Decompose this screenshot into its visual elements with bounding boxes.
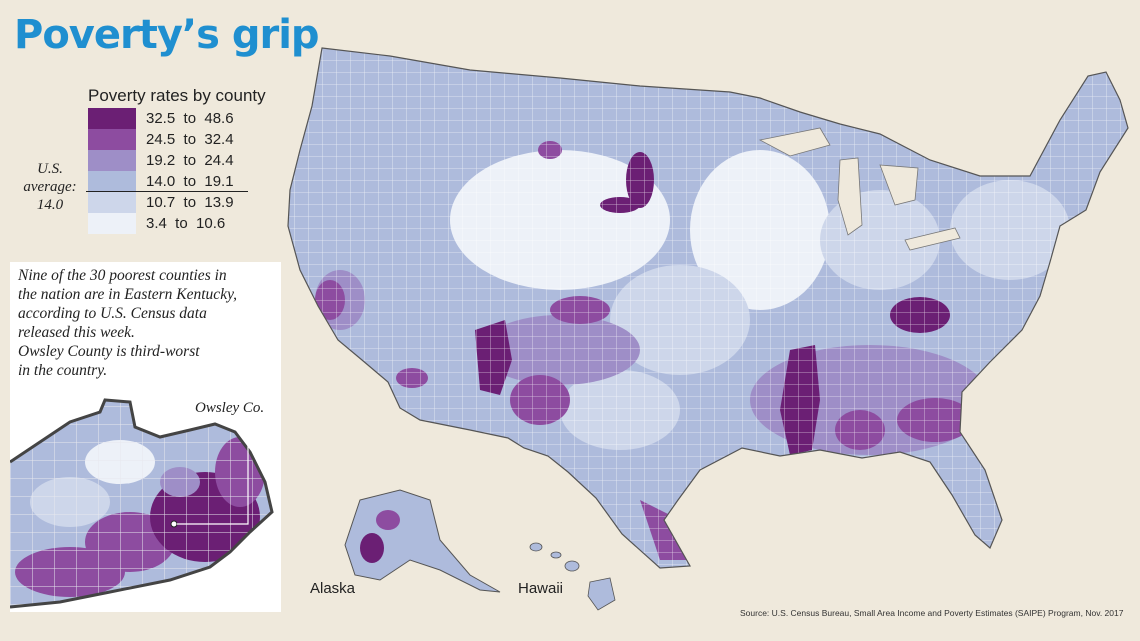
legend-label: 3.4 to 10.6 — [146, 215, 226, 232]
legend-label: 14.0 to 19.1 — [146, 173, 234, 190]
source-note: Source: U.S. Census Bureau, Small Area I… — [740, 608, 1124, 618]
inset-caption: Nine of the 30 poorest counties in the n… — [18, 266, 280, 380]
high-poverty-region — [360, 533, 384, 563]
legend: 32.5 to 48.6 24.5 to 32.4 19.2 to 24.4 1… — [88, 108, 234, 234]
map-title: Poverty’s grip — [14, 12, 320, 58]
legend-swatch — [88, 129, 136, 150]
inset-caption-line: the nation are in Eastern Kentucky, — [18, 286, 237, 303]
legend-row: 10.7 to 13.9 — [88, 192, 234, 213]
legend-swatch — [88, 150, 136, 171]
lake-erie — [904, 227, 961, 251]
legend-label: 19.2 to 24.4 — [146, 152, 234, 169]
legend-swatch — [88, 213, 136, 234]
inset-caption-line: released this week. — [18, 324, 135, 341]
legend-label: 10.7 to 13.9 — [146, 194, 234, 211]
inset-caption-line: in the country. — [18, 362, 108, 379]
owsley-leader-line — [177, 424, 249, 525]
lake-huron — [879, 164, 919, 206]
owsley-county-marker — [170, 520, 178, 528]
inset-caption-line: Owsley County is third-worst — [18, 343, 200, 360]
us-average-value: 14.0 — [36, 197, 64, 213]
us-outline — [287, 47, 1129, 569]
lake-michigan — [837, 157, 863, 236]
legend-label: 24.5 to 32.4 — [146, 131, 234, 148]
kentucky-map — [10, 398, 274, 609]
us-average-line: U.S. — [37, 161, 63, 177]
inset-caption-line: according to U.S. Census data — [18, 305, 207, 322]
us-average-marker-line — [86, 191, 248, 192]
hawaii-label: Hawaii — [518, 580, 564, 597]
inset-caption-line: Nine of the 30 poorest counties in — [18, 267, 227, 284]
kentucky-inset: Nine of the 30 poorest counties in the n… — [10, 262, 281, 612]
legend-row: 3.4 to 10.6 — [88, 213, 234, 234]
high-poverty-region — [376, 510, 400, 530]
legend-title: Poverty rates by county — [88, 86, 266, 105]
legend-row: 19.2 to 24.4 — [88, 150, 234, 171]
us-average-label: U.S. average: 14.0 — [20, 160, 80, 214]
legend-row: 14.0 to 19.1 — [88, 171, 234, 192]
legend-row: 24.5 to 32.4 — [88, 129, 234, 150]
legend-swatch — [88, 171, 136, 192]
legend-row: 32.5 to 48.6 — [88, 108, 234, 129]
alaska-label: Alaska — [310, 580, 356, 597]
legend-label: 32.5 to 48.6 — [146, 110, 234, 127]
lake-superior — [758, 127, 831, 157]
legend-swatch — [88, 108, 136, 129]
hawaii-shape — [529, 542, 616, 611]
owsley-county-label: Owsley Co. — [195, 400, 265, 416]
us-average-line: average: — [23, 179, 77, 195]
legend-swatch — [88, 192, 136, 213]
